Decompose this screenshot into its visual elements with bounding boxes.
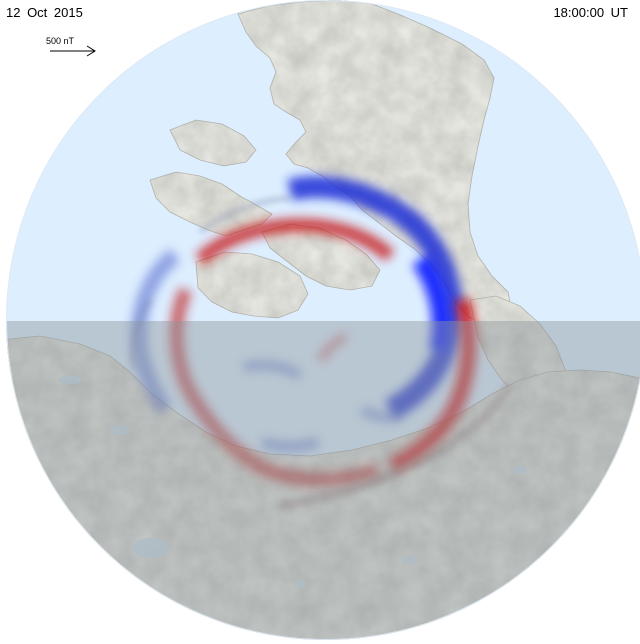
positive-perturbation-bands — [169, 218, 477, 487]
time-label: 18:00:00 UT — [553, 5, 628, 20]
date-label: 12 Oct 2015 — [6, 5, 83, 20]
scale-label: 500 nT — [46, 36, 75, 46]
scale-arrow-icon — [50, 45, 96, 57]
lakes — [58, 376, 527, 587]
globe-outline — [6, 0, 640, 640]
outer-faint-bands — [129, 195, 515, 511]
negative-perturbation-bands — [131, 176, 463, 452]
night-side-shading — [6, 321, 640, 640]
